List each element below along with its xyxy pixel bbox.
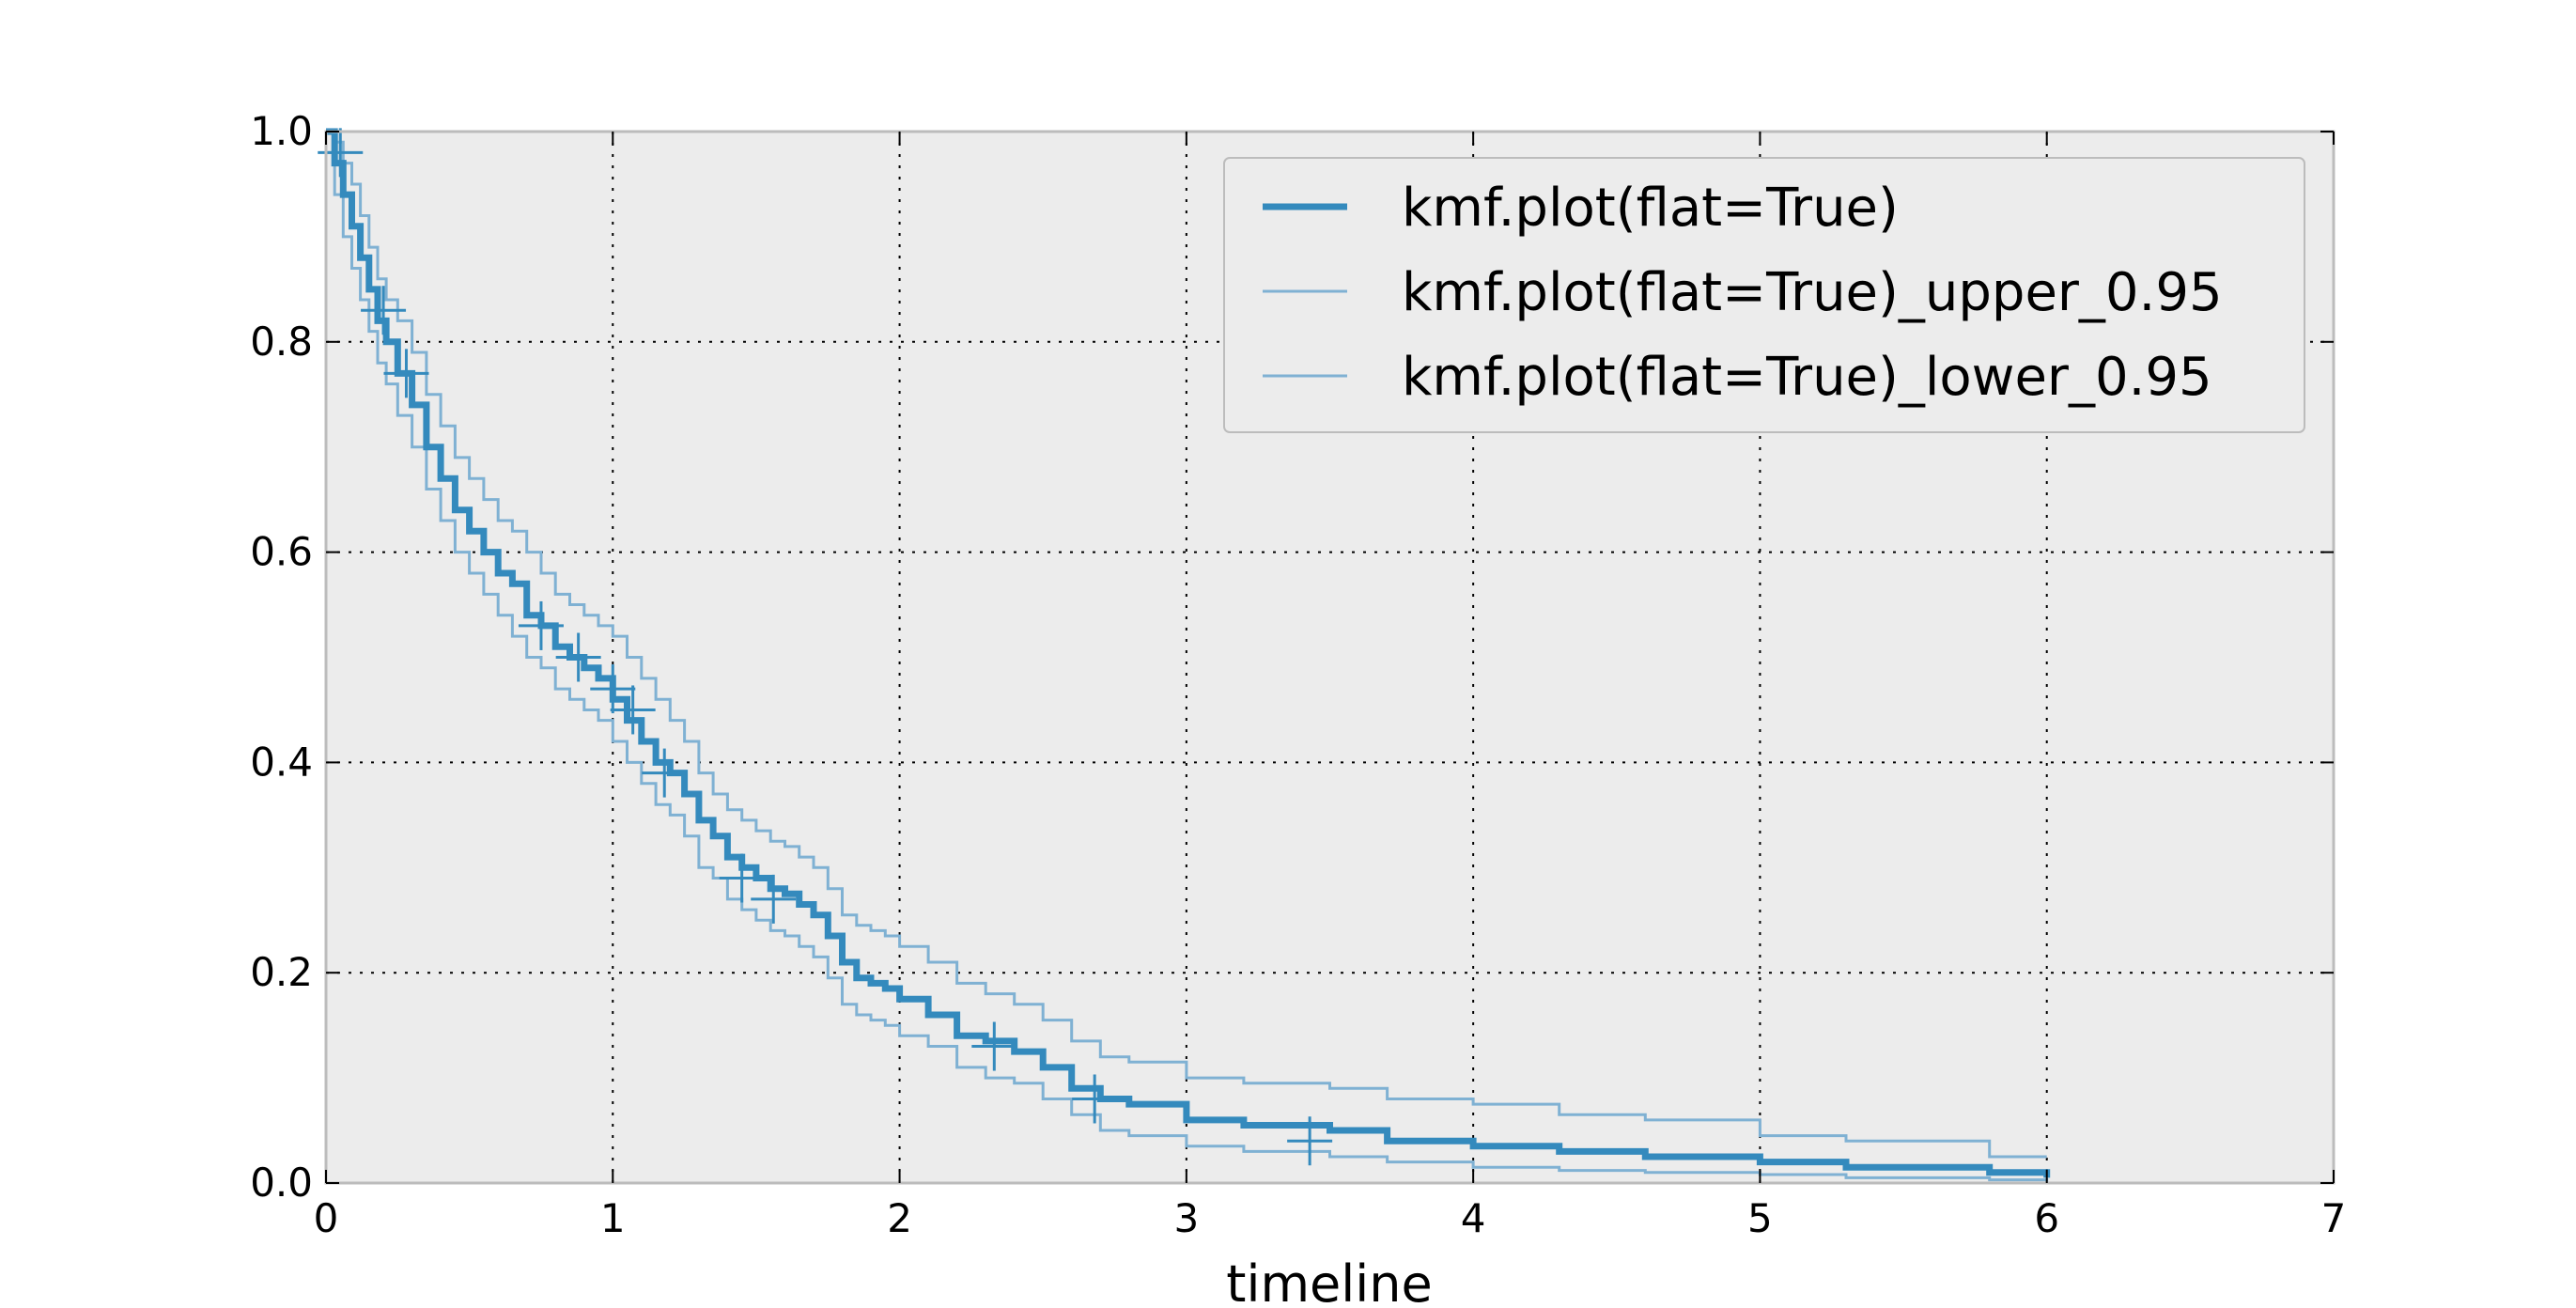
censor-mark [590,664,636,714]
censor-mark [1072,1074,1118,1124]
legend-box [1223,157,2305,433]
censor-mark [361,286,407,335]
series-line-estimate [326,128,2051,1178]
axis-ticks: 0 1 2 3 4 5 6 7 0.0 0.2 0.4 0.6 0.8 1.0 [250,108,2346,1241]
censor-mark [555,632,601,682]
x-tick-label: 0 [314,1195,339,1241]
censor-mark [1287,1116,1333,1166]
x-tick-label: 5 [1747,1195,1773,1241]
x-tick-label: 3 [1173,1195,1199,1241]
x-tick-label: 2 [887,1195,912,1241]
censor-marks [318,128,1333,1166]
x-tick-label: 6 [2034,1195,2059,1241]
series-line-lower [326,150,2049,1183]
x-tick-label: 4 [1461,1195,1486,1241]
legend-label-lower: kmf.plot(flat=True)_lower_0.95 [1402,347,2212,408]
censor-mark [719,853,765,903]
y-tick-label: 0.8 [250,319,313,365]
censor-mark [751,874,797,924]
legend-label-upper: kmf.plot(flat=True)_upper_0.95 [1402,262,2223,323]
censor-mark [971,1021,1017,1071]
y-tick-label: 0.4 [250,739,313,785]
plot-frame [324,130,2335,1185]
x-tick-label: 1 [600,1195,626,1241]
x-tick-label: 7 [2321,1195,2347,1241]
series-line-upper [326,130,2047,1159]
censor-mark [642,748,688,798]
y-tick-label: 0.0 [250,1160,313,1206]
legend-label-estimate: kmf.plot(flat=True) [1402,178,1899,239]
censor-mark [383,349,429,398]
y-tick-label: 0.6 [250,529,313,575]
y-tick-label: 0.2 [250,949,313,995]
series-lines [326,128,2051,1183]
censor-mark [610,685,656,735]
x-axis-label: timeline [1226,1254,1432,1308]
censor-mark [518,600,564,650]
legend: kmf.plot(flat=True) kmf.plot(flat=True)_… [1223,157,2305,433]
y-tick-label: 1.0 [250,108,313,154]
